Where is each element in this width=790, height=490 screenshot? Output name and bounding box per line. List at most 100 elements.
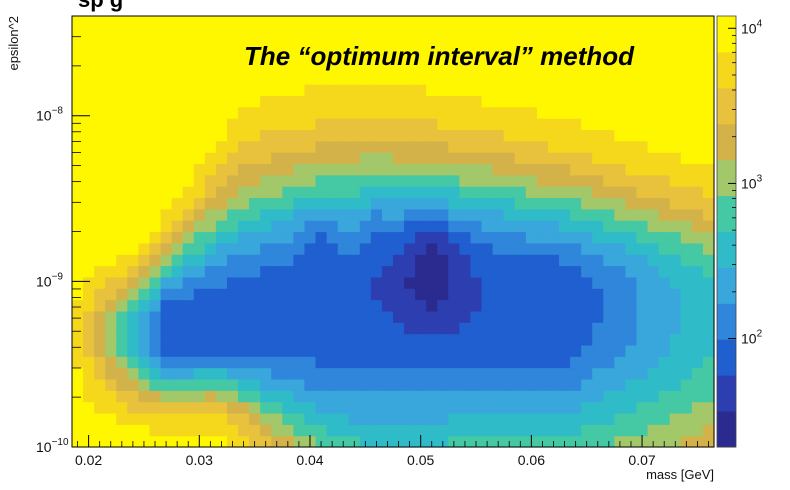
- heatmap-cell: [592, 378, 604, 391]
- heatmap-cell: [415, 288, 427, 301]
- heatmap-cell: [271, 242, 283, 255]
- heatmap-cell: [282, 208, 294, 221]
- heatmap-cell: [680, 129, 693, 142]
- heatmap-cell: [592, 95, 604, 108]
- heatmap-cell: [282, 174, 294, 187]
- heatmap-cell: [680, 299, 693, 312]
- heatmap-cell: [514, 412, 527, 425]
- heatmap-cell: [293, 118, 306, 131]
- heatmap-cell: [481, 333, 494, 346]
- heatmap-cell: [348, 242, 361, 255]
- heatmap-cell: [570, 186, 582, 199]
- heatmap-cell: [581, 401, 593, 414]
- heatmap-cell: [636, 129, 649, 142]
- heatmap-cell: [570, 367, 582, 380]
- top-clipped-title: sp g: [78, 0, 123, 12]
- heatmap-cell: [326, 333, 339, 346]
- heatmap-cell: [525, 61, 538, 74]
- heatmap-cell: [503, 378, 516, 391]
- heatmap-cell: [647, 27, 660, 40]
- heatmap-cell: [658, 16, 671, 28]
- heatmap-cell: [625, 333, 638, 346]
- heatmap-cell: [559, 106, 571, 119]
- heatmap-cell: [260, 140, 272, 153]
- heatmap-cell: [503, 50, 516, 62]
- heatmap-cell: [193, 276, 206, 289]
- heatmap-cell: [647, 50, 660, 62]
- heatmap-cell: [105, 152, 117, 165]
- heatmap-cell: [149, 197, 162, 210]
- heatmap-cell: [514, 231, 527, 244]
- heatmap-cell: [337, 152, 350, 165]
- heatmap-cell: [171, 174, 184, 187]
- heatmap-cell: [547, 163, 560, 176]
- heatmap-cell: [304, 344, 317, 357]
- heatmap-cell: [559, 390, 571, 403]
- heatmap-cell: [603, 174, 615, 187]
- heatmap-cell: [481, 390, 494, 403]
- heatmap-cell: [559, 118, 571, 131]
- heatmap-cell: [581, 265, 593, 278]
- heatmap-cell: [514, 61, 527, 74]
- heatmap-cell: [492, 333, 505, 346]
- heatmap-cell: [636, 356, 649, 369]
- heatmap-cell: [304, 27, 317, 40]
- heatmap-cell: [326, 27, 339, 40]
- heatmap-cell: [514, 254, 527, 267]
- heatmap-cell: [503, 140, 516, 153]
- heatmap-cell: [282, 276, 294, 289]
- heatmap-cell: [581, 390, 593, 403]
- heatmap-cell: [138, 412, 151, 425]
- heatmap-cell: [171, 118, 184, 131]
- heatmap-cell: [359, 344, 372, 357]
- heatmap-cell: [381, 310, 394, 323]
- heatmap-cell: [680, 84, 693, 96]
- heatmap-cell: [492, 163, 505, 176]
- heatmap-cell: [94, 38, 106, 51]
- heatmap-cell: [138, 276, 151, 289]
- heatmap-cell: [680, 412, 693, 425]
- heatmap-cell: [525, 265, 538, 278]
- heatmap-cell: [370, 95, 383, 108]
- heatmap-cell: [559, 174, 571, 187]
- heatmap-cell: [614, 38, 627, 51]
- heatmap-cell: [691, 163, 704, 176]
- heatmap-cell: [570, 38, 582, 51]
- heatmap-cell: [249, 390, 261, 403]
- heatmap-cell: [448, 356, 461, 369]
- heatmap-cell: [448, 61, 461, 74]
- heatmap-cell: [304, 38, 317, 51]
- heatmap-cell: [658, 152, 671, 165]
- heatmap-cell: [658, 344, 671, 357]
- heatmap-cell: [415, 152, 427, 165]
- heatmap-cell: [271, 38, 283, 51]
- heatmap-cell: [426, 72, 438, 85]
- heatmap-cell: [193, 27, 206, 40]
- heatmap-cell: [160, 378, 173, 391]
- heatmap-cell: [293, 367, 306, 380]
- heatmap-cell: [658, 208, 671, 221]
- heatmap-cell: [647, 276, 660, 289]
- heatmap-cell: [127, 163, 140, 176]
- heatmap-cell: [238, 412, 250, 425]
- heatmap-cell: [171, 152, 184, 165]
- heatmap-cell: [702, 367, 715, 380]
- heatmap-cell: [94, 242, 106, 255]
- heatmap-cell: [359, 61, 372, 74]
- heatmap-cell: [547, 140, 560, 153]
- heatmap-cell: [492, 174, 505, 187]
- heatmap-cell: [404, 378, 416, 391]
- heatmap-cell: [492, 186, 505, 199]
- heatmap-cell: [570, 72, 582, 85]
- heatmap-cell: [393, 106, 405, 119]
- heatmap-cell: [293, 16, 306, 28]
- heatmap-cell: [282, 333, 294, 346]
- heatmap-cell: [503, 38, 516, 51]
- heatmap-cell: [149, 299, 162, 312]
- heatmap-cell: [647, 163, 660, 176]
- heatmap-cell: [260, 231, 272, 244]
- heatmap-cell: [271, 84, 283, 96]
- heatmap-cell: [415, 27, 427, 40]
- heatmap-cell: [182, 356, 195, 369]
- heatmap-cell: [337, 118, 350, 131]
